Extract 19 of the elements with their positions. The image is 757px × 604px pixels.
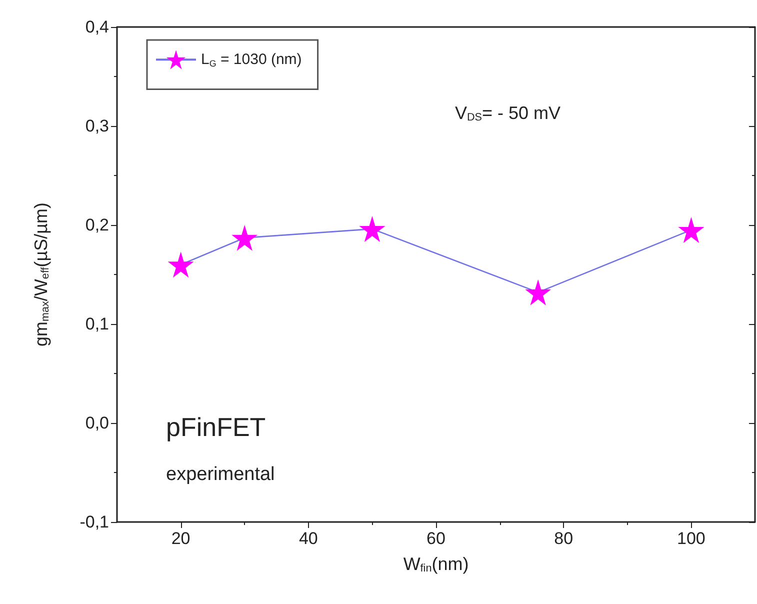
x-tick-label: 80 <box>554 529 574 548</box>
x-tick-label: 60 <box>426 529 446 548</box>
x-tick-label: 100 <box>677 529 706 548</box>
x-tick-label: 40 <box>298 529 318 548</box>
point <box>678 216 704 243</box>
y-tick-label: 0,2 <box>85 216 109 234</box>
point <box>359 216 386 242</box>
annotation: experimental <box>166 464 275 485</box>
point <box>525 279 552 306</box>
y-tick-label: 0,0 <box>85 414 109 432</box>
x-tick-label: 20 <box>171 529 190 548</box>
y-tick-label: 0,4 <box>85 18 109 36</box>
y-tick-label: -0,1 <box>80 512 109 532</box>
y-axis-title: gmmax/Weff(µS/µm) <box>31 202 52 346</box>
point <box>232 224 258 251</box>
point <box>168 252 194 278</box>
annotation: pFinFET <box>166 412 266 442</box>
y-tick-label: 0,3 <box>85 116 109 136</box>
y-tick-label: 0,1 <box>85 314 109 334</box>
